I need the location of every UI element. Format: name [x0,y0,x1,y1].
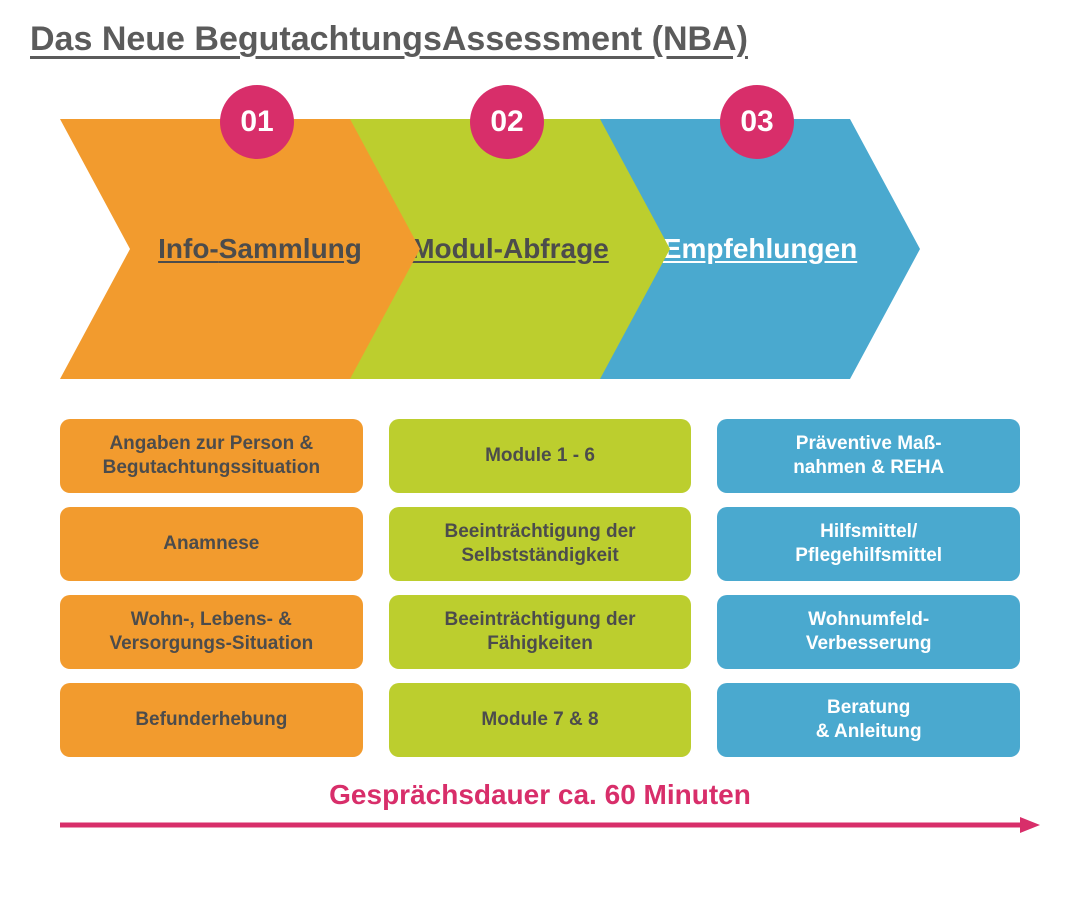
step-2-badge: 02 [470,85,544,159]
info-box: Befunderhebung [60,683,363,757]
step-1-boxes: Angaben zur Person & Begutachtungssituat… [60,419,363,757]
step-1-chevron: Info-Sammlung 01 [60,119,420,379]
info-box: Präventive Maß-nahmen & REHA [717,419,1020,493]
step-3-boxes: Präventive Maß-nahmen & REHA Hilfsmittel/… [717,419,1020,757]
content-columns: Angaben zur Person & Begutachtungssituat… [60,419,1020,757]
info-box: Beratung& Anleitung [717,683,1020,757]
info-box: Beeinträchtigung der Selbstständigkeit [389,507,692,581]
duration-label: Gesprächsdauer ca. 60 Minuten [60,779,1020,811]
info-box: Angaben zur Person & Begutachtungssituat… [60,419,363,493]
page-title: Das Neue BegutachtungsAssessment (NBA) [30,20,1050,59]
info-box: Anamnese [60,507,363,581]
duration-footer: Gesprächsdauer ca. 60 Minuten [60,779,1020,840]
timeline-arrow-icon [60,815,1040,835]
info-box: Wohnumfeld-Verbesserung [717,595,1020,669]
info-box: Module 7 & 8 [389,683,692,757]
step-2-boxes: Module 1 - 6 Beeinträchtigung der Selbsts… [389,419,692,757]
info-box: Wohn-, Lebens- & Versorgungs-Situation [60,595,363,669]
info-box: Beeinträchtigung der Fähigkeiten [389,595,692,669]
step-1-label: Info-Sammlung [60,119,420,379]
process-chevrons: Info-Sammlung 01 Modul-Abfrage 02 Empfeh… [60,89,1050,389]
step-3-badge: 03 [720,85,794,159]
step-1-badge: 01 [220,85,294,159]
info-box: Module 1 - 6 [389,419,692,493]
info-box: Hilfsmittel/Pflegehilfsmittel [717,507,1020,581]
